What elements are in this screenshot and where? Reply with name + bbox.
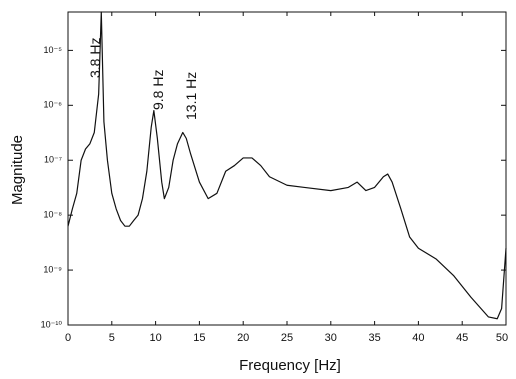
annotation: 9.8 Hz: [150, 70, 166, 110]
x-tick-label: 35: [368, 332, 380, 344]
x-tick-label: 30: [325, 332, 337, 344]
x-axis-label: Frequency [Hz]: [239, 357, 341, 374]
y-tick-label: 10⁻⁸: [43, 210, 62, 220]
x-tick-label: 20: [237, 332, 249, 344]
x-tick-label: 10: [149, 332, 161, 344]
x-tick-label: 25: [281, 332, 293, 344]
y-tick-label: 10⁻⁷: [44, 155, 62, 165]
y-tick-label: 10⁻⁹: [43, 264, 62, 274]
x-tick-label: 5: [109, 332, 115, 344]
x-tick-label: 15: [193, 332, 205, 344]
x-tick-label: 40: [412, 332, 424, 344]
spectrum-line: [67, 11, 507, 320]
y-tick-label: 10⁻¹⁰: [41, 319, 63, 329]
annotation: 13.1 Hz: [183, 72, 199, 120]
x-tick-label: 45: [456, 332, 468, 344]
y-axis-label: Magnitude: [9, 135, 26, 205]
y-tick-label: 10⁻⁶: [44, 100, 63, 110]
x-tick-label: 50: [496, 332, 508, 344]
y-tick-label: 10⁻⁵: [44, 45, 63, 55]
x-tick-label: 0: [65, 332, 71, 344]
plot-frame: [67, 11, 507, 326]
